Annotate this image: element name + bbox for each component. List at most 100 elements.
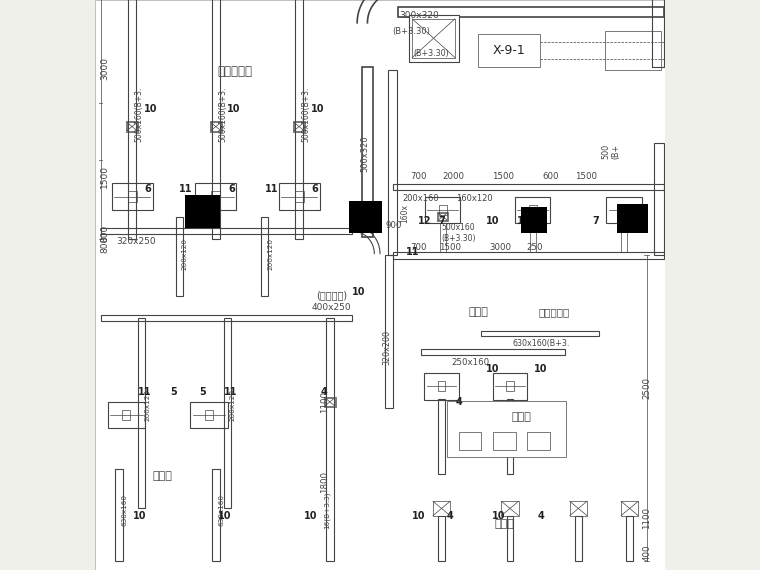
Text: 10: 10	[218, 511, 232, 521]
Bar	[606, 197, 641, 223]
Text: 6: 6	[144, 184, 151, 194]
Text: 5: 5	[199, 387, 205, 397]
Text: 11: 11	[265, 184, 278, 194]
Bar	[212, 0, 220, 239]
Text: 7: 7	[439, 216, 445, 226]
Text: 250x160: 250x160	[451, 358, 489, 367]
Bar	[421, 349, 565, 355]
Bar	[112, 183, 153, 210]
Bar	[424, 373, 458, 400]
Text: 11: 11	[224, 387, 237, 397]
Text: 2500: 2500	[642, 377, 651, 398]
Text: 1500: 1500	[100, 165, 109, 188]
Text: (B+3.30): (B+3.30)	[413, 49, 449, 58]
Bar	[654, 142, 664, 255]
Bar	[100, 315, 351, 321]
Bar	[138, 318, 145, 508]
Text: 200x120: 200x120	[144, 389, 150, 421]
Text: 行为毒理室: 行为毒理室	[538, 307, 569, 317]
Text: 16(B+3.3): 16(B+3.3)	[324, 491, 331, 529]
Bar	[528, 213, 537, 220]
Text: 1500: 1500	[575, 172, 597, 181]
Text: 6: 6	[312, 184, 318, 194]
Text: 2000: 2000	[442, 172, 464, 181]
Bar	[440, 223, 445, 252]
Text: 3000: 3000	[490, 243, 511, 253]
Text: 11: 11	[407, 247, 420, 257]
Text: 630x160: 630x160	[122, 494, 127, 526]
Bar	[530, 223, 536, 252]
Bar	[521, 207, 547, 233]
Text: 600: 600	[543, 172, 559, 181]
Text: 10: 10	[352, 287, 365, 297]
Bar	[621, 223, 627, 252]
Text: 3000: 3000	[100, 57, 109, 80]
Bar	[100, 228, 351, 234]
Bar	[128, 192, 137, 202]
Text: 10: 10	[534, 364, 547, 374]
Bar	[502, 502, 518, 515]
Bar	[126, 121, 138, 132]
Bar	[621, 502, 638, 515]
Bar	[447, 401, 565, 457]
Text: 320x200: 320x200	[383, 330, 392, 365]
Text: 250: 250	[527, 243, 543, 253]
Bar	[506, 516, 514, 561]
Text: 400: 400	[642, 545, 651, 561]
Text: 500x160
(B+3.30): 500x160 (B+3.30)	[442, 223, 476, 243]
Text: (B+3.30): (B+3.30)	[392, 27, 430, 36]
Bar	[211, 123, 221, 131]
Text: 12: 12	[418, 216, 431, 226]
Bar	[478, 34, 540, 67]
Text: 300x320: 300x320	[399, 11, 439, 21]
Bar	[295, 192, 303, 202]
Text: 630x160: 630x160	[218, 494, 224, 526]
Text: 10: 10	[227, 104, 241, 115]
Bar	[459, 432, 482, 450]
Bar	[409, 15, 458, 62]
Bar	[616, 204, 648, 233]
Text: 400x250: 400x250	[312, 303, 351, 312]
Bar	[293, 121, 306, 132]
Bar	[412, 19, 455, 58]
Bar	[433, 502, 450, 515]
Text: 10: 10	[412, 511, 426, 521]
Text: 500x160(B+3.: 500x160(B+3.	[135, 86, 144, 142]
Text: 4: 4	[446, 511, 453, 521]
Text: 500x320: 500x320	[360, 136, 369, 172]
Text: 900: 900	[385, 221, 402, 230]
Bar	[324, 397, 336, 407]
Bar	[325, 398, 335, 406]
Bar	[437, 212, 448, 221]
Bar	[122, 410, 131, 420]
Text: 160x: 160x	[400, 204, 409, 223]
Bar	[388, 70, 397, 255]
Text: 10: 10	[304, 511, 317, 521]
Bar	[210, 121, 222, 132]
Bar	[326, 318, 334, 561]
Text: 200x120: 200x120	[268, 238, 273, 270]
Text: 洗涤室: 洗涤室	[511, 412, 531, 422]
Bar	[127, 123, 137, 131]
Bar	[176, 217, 182, 296]
Text: 11: 11	[179, 184, 193, 194]
Bar	[652, 0, 664, 67]
Bar	[349, 201, 382, 233]
Bar	[278, 183, 319, 210]
Bar	[393, 184, 664, 190]
Bar	[294, 123, 304, 131]
Text: 1100: 1100	[642, 507, 651, 528]
Bar	[439, 205, 447, 215]
Bar	[211, 192, 220, 202]
Bar	[385, 255, 393, 408]
Bar	[398, 7, 664, 17]
Text: 仪器室: 仪器室	[494, 519, 515, 530]
Text: 1500: 1500	[492, 172, 514, 181]
Text: 800: 800	[100, 235, 109, 253]
Text: 800: 800	[100, 225, 109, 242]
Text: 200x160: 200x160	[403, 194, 439, 203]
Text: 生化实验室: 生化实验室	[217, 65, 252, 78]
Text: 200x120: 200x120	[182, 238, 188, 270]
Text: 12: 12	[517, 216, 530, 226]
Bar	[506, 381, 514, 392]
